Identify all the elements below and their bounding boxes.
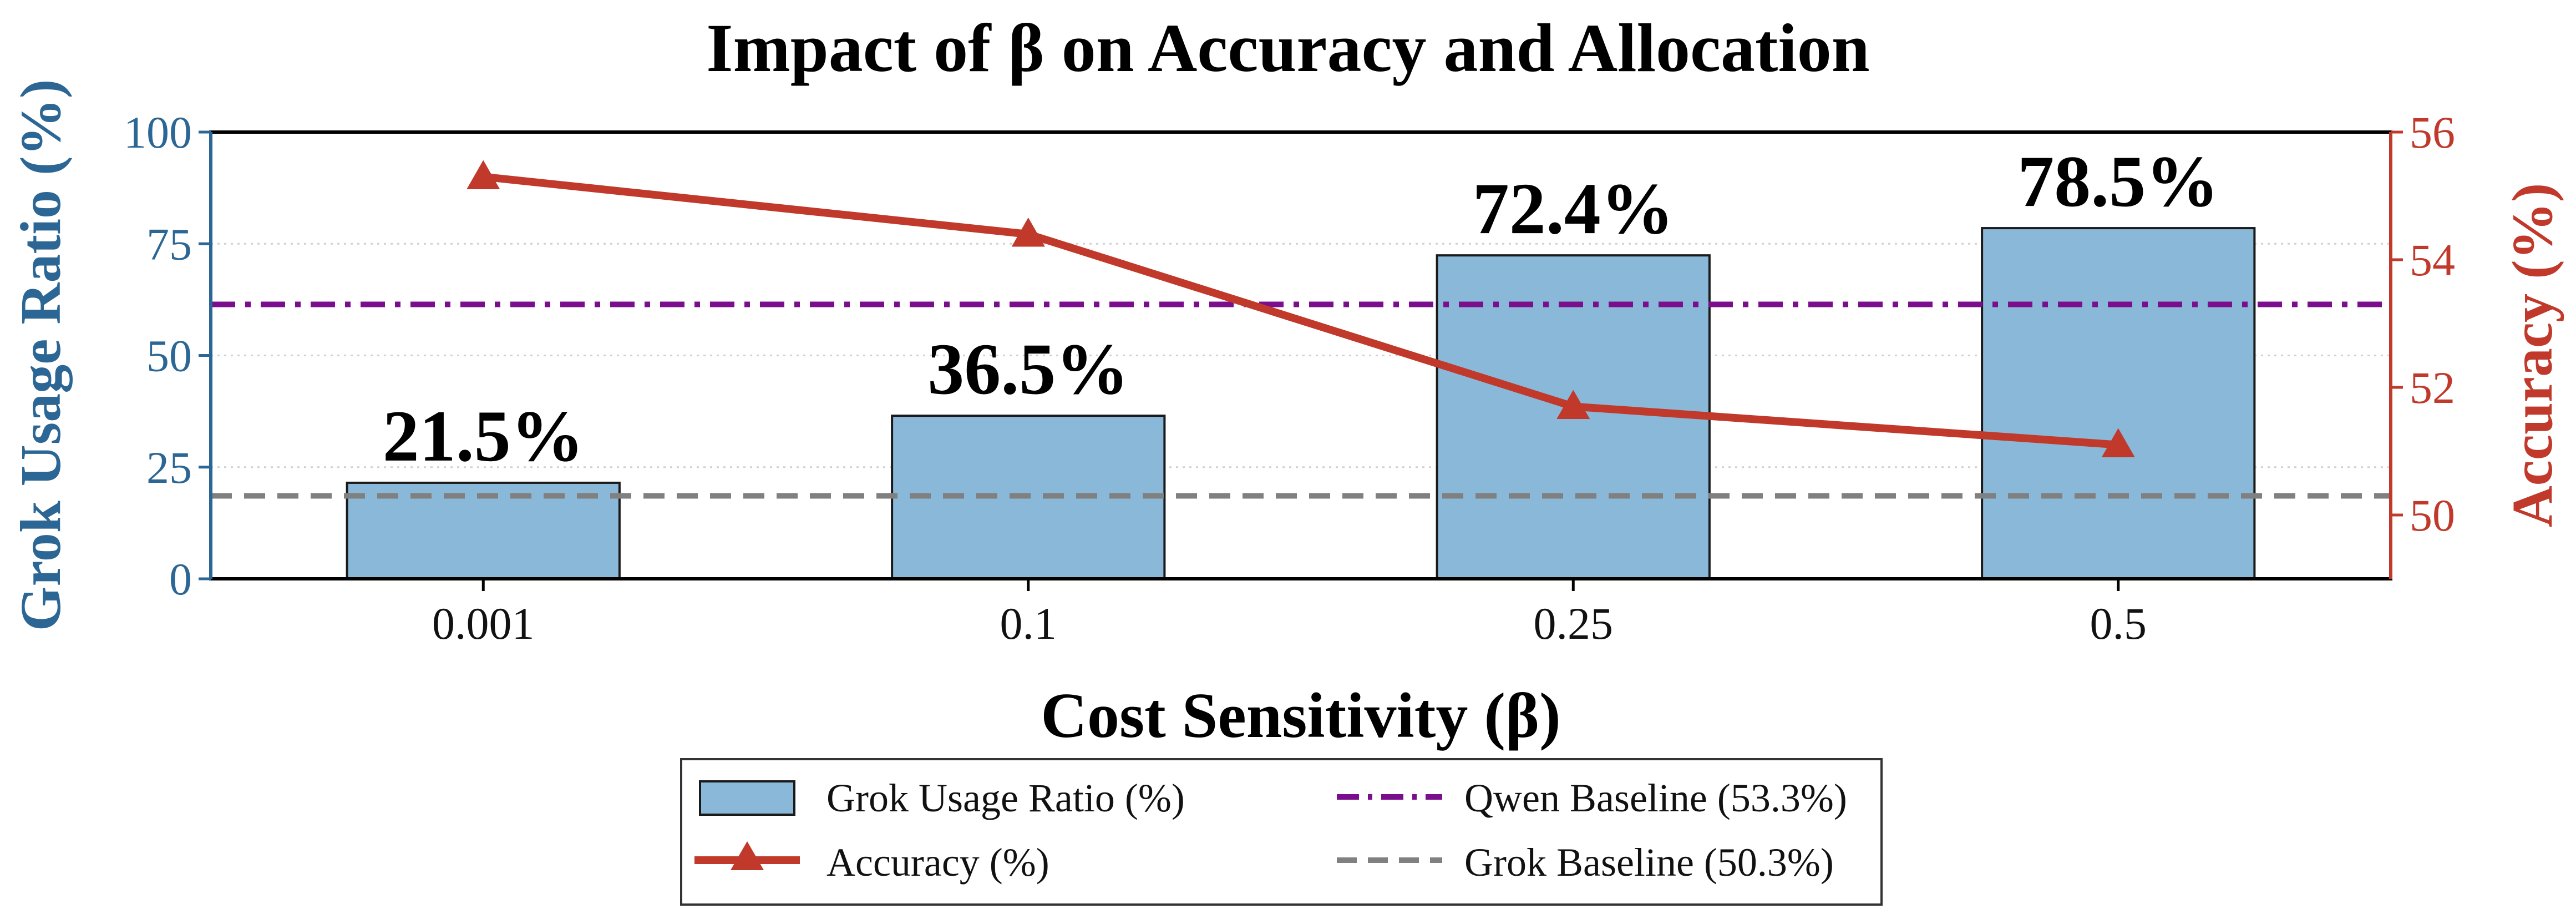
x-tick-label: 0.001 [432, 598, 535, 649]
accuracy-polyline [483, 173, 2119, 449]
right-tick-label: 56 [2410, 107, 2455, 158]
baselines [211, 301, 2391, 499]
bar [346, 481, 621, 580]
x-axis-label: Cost Sensitivity (β) [1041, 680, 1561, 751]
legend-label-usage: Grok Usage Ratio (%) [826, 776, 1185, 820]
right-tick-label: 50 [2410, 490, 2455, 541]
bar-labels: 21.5% 36.5% 72.4% 78.5% [383, 140, 2219, 477]
bar-value-label: 21.5% [383, 395, 584, 477]
bar-value-label: 72.4% [1473, 168, 1674, 249]
legend-box [680, 758, 1883, 906]
accuracy-point [466, 160, 500, 189]
legend-label-accuracy: Accuracy (%) [826, 840, 1049, 885]
right-tick-label: 54 [2410, 235, 2455, 285]
left-tick-label: 0 [169, 554, 192, 604]
legend-swatch-bar [699, 780, 795, 816]
bars [346, 227, 2256, 580]
chart-title: Impact of β on Accuracy and Allocation [706, 10, 1870, 86]
left-tick-label: 100 [124, 107, 192, 158]
left-tick-label: 75 [146, 219, 192, 269]
accuracy-point [2101, 428, 2135, 457]
accuracy-line [466, 160, 2135, 457]
left-tick-label: 25 [146, 442, 192, 493]
x-tick-label: 0.25 [1534, 598, 1614, 649]
y-axis-label-right: Accuracy (%) [2501, 183, 2564, 528]
legend-label-qwen: Qwen Baseline (53.3%) [1464, 776, 1847, 820]
accuracy-point [1556, 390, 1590, 419]
y-axis-label-left: Grok Usage Ratio (%) [9, 79, 73, 632]
bar-value-label: 36.5% [927, 328, 1129, 410]
right-axis-ticks: 50 52 54 56 [2391, 107, 2455, 541]
legend-triangle-marker [731, 841, 764, 870]
legend-label-grok-baseline: Grok Baseline (50.3%) [1464, 840, 1834, 885]
x-tick-label: 0.5 [2090, 598, 2147, 649]
accuracy-point [1011, 218, 1045, 247]
left-axis-ticks: 0 25 50 75 100 [124, 107, 211, 604]
x-axis-ticks: 0.001 0.1 0.25 0.5 [432, 579, 2147, 649]
x-tick-label: 0.1 [1000, 598, 1057, 649]
right-tick-label: 52 [2410, 362, 2455, 413]
legend: Grok Usage Ratio (%) Accuracy (%) Qwen B… [680, 758, 1883, 906]
bar [1981, 227, 2256, 580]
bar-value-label: 78.5% [2017, 140, 2219, 222]
left-tick-label: 50 [146, 331, 192, 381]
